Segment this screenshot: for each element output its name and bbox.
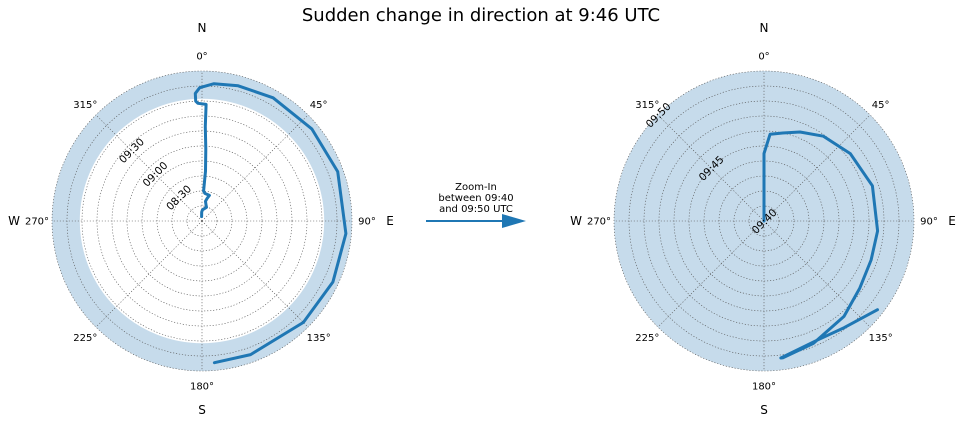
compass-w: W xyxy=(8,214,20,228)
grid-spoke xyxy=(201,220,309,328)
grid-spoke xyxy=(95,220,203,328)
theta-tick-label: 0° xyxy=(196,52,207,63)
compass-e: E xyxy=(948,214,956,228)
annotation-line-3: and 09:50 UTC xyxy=(439,204,513,215)
radial-tick-label: 09:00 xyxy=(141,160,171,190)
grid-ring xyxy=(613,70,915,372)
theta-tick-label: 270° xyxy=(25,217,49,228)
polar-plot-overview: 0° 45° 90° 135° 180° 225° 270° 315° N E S W 08:3009:… xyxy=(8,21,394,417)
grid-ring xyxy=(51,70,353,372)
theta-tick-label: 45° xyxy=(872,100,890,111)
annotation-line-2: between 09:40 xyxy=(438,193,513,204)
compass-e: E xyxy=(386,214,394,228)
annotation-line-1: Zoom-In xyxy=(455,182,497,193)
direction-track xyxy=(762,130,880,360)
grid-spoke xyxy=(763,114,871,222)
theta-tick-label: 90° xyxy=(920,217,938,228)
zoom-annotation: Zoom-In between 09:40 and 09:50 UTC xyxy=(426,182,526,228)
radial-tick-label: 08:30 xyxy=(164,183,194,213)
compass-w: W xyxy=(570,214,582,228)
direction-track xyxy=(193,82,348,365)
theta-tick-label: 135° xyxy=(869,333,893,344)
grid-spoke xyxy=(763,220,871,328)
grid-spoke xyxy=(657,220,765,328)
compass-s: S xyxy=(198,403,206,417)
zoom-arrow-head xyxy=(502,214,526,228)
grid-spoke xyxy=(657,114,765,222)
theta-tick-label: 180° xyxy=(752,382,776,393)
theta-tick-label: 225° xyxy=(635,333,659,344)
theta-tick-label: 225° xyxy=(73,333,97,344)
chart-title: Sudden change in direction at 9:46 UTC xyxy=(302,5,660,26)
theta-tick-label: 135° xyxy=(307,333,331,344)
theta-tick-label: 315° xyxy=(73,100,97,111)
compass-s: S xyxy=(760,403,768,417)
compass-n: N xyxy=(760,21,769,35)
theta-tick-label: 180° xyxy=(190,382,214,393)
grid-spoke xyxy=(95,114,203,222)
compass-n: N xyxy=(198,21,207,35)
theta-tick-label: 315° xyxy=(635,100,659,111)
theta-tick-label: 45° xyxy=(310,100,328,111)
theta-tick-label: 270° xyxy=(587,217,611,228)
theta-tick-label: 90° xyxy=(358,217,376,228)
theta-tick-label: 0° xyxy=(758,52,769,63)
grid-spoke xyxy=(201,114,309,222)
